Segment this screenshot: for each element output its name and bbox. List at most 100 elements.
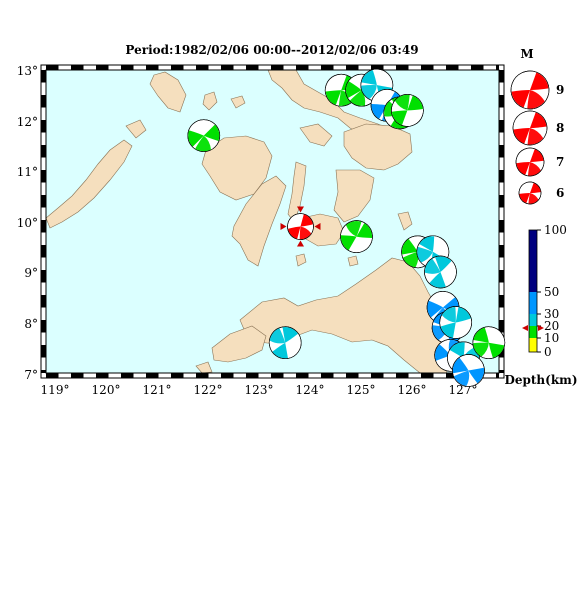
frame-segment — [41, 345, 46, 358]
frame-segment — [171, 65, 184, 70]
frame-segment — [446, 65, 459, 70]
legend-beachball — [510, 70, 550, 110]
frame-segment — [41, 295, 46, 308]
frame-segment — [96, 65, 109, 70]
frame-segment — [371, 373, 384, 378]
frame-segment — [196, 373, 209, 378]
event-beachball — [439, 306, 473, 339]
frame-segment — [499, 195, 504, 208]
legend-label-7: 7 — [556, 155, 564, 169]
frame-segment — [41, 220, 46, 233]
epicenter-marker — [314, 223, 321, 231]
depth-label-50: 50 — [544, 285, 559, 299]
frame-segment — [346, 373, 359, 378]
depth-label-30: 30 — [544, 307, 559, 321]
land-zamboanga — [211, 325, 267, 363]
frame-segment — [71, 373, 84, 378]
frame-segment — [499, 95, 504, 108]
frame-segment — [46, 65, 59, 70]
frame-segment — [446, 373, 459, 378]
legend-beachball-8 — [512, 110, 548, 146]
frame-segment — [246, 65, 259, 70]
lon-label: 122° — [194, 383, 223, 397]
land-small-north — [230, 95, 246, 109]
frame-segment — [499, 120, 504, 133]
land-palawan — [46, 139, 133, 229]
event-beachball — [424, 255, 457, 289]
frame-segment — [421, 65, 434, 70]
map-frame — [40, 64, 505, 379]
land-camiguin — [347, 255, 359, 267]
depth-label-0: 0 — [544, 345, 552, 359]
frame-segment — [171, 373, 184, 378]
frame-segment — [271, 65, 284, 70]
frame-segment — [499, 270, 504, 283]
frame-segment — [46, 373, 59, 378]
lon-label: 125° — [347, 383, 376, 397]
lat-label: 9° — [24, 266, 38, 280]
frame-segment — [421, 373, 434, 378]
frame-segment — [496, 65, 499, 70]
frame-segment — [499, 220, 504, 233]
frame-segment — [196, 65, 209, 70]
frame-segment — [221, 65, 234, 70]
lon-label: 121° — [143, 383, 172, 397]
depth-scale-border — [528, 229, 538, 353]
frame-segment — [396, 65, 409, 70]
frame-segment — [146, 373, 159, 378]
event-beachball — [187, 119, 221, 152]
land-negros — [231, 175, 287, 267]
frame-segment — [246, 373, 259, 378]
land-marinduque — [202, 91, 218, 111]
frame-segment — [346, 65, 359, 70]
event-beachball — [472, 326, 506, 360]
frame-segment — [41, 145, 46, 158]
lon-label: 120° — [92, 383, 121, 397]
epicenter-marker — [296, 206, 304, 213]
longitude-labels: 119° 120° 121° 122° 123° 124° 125° 126° … — [41, 383, 478, 397]
event-beachball — [268, 326, 302, 360]
frame-segment — [71, 65, 84, 70]
main-event-beachball — [287, 213, 314, 240]
event-beachball — [391, 94, 424, 127]
frame-segment — [499, 245, 504, 258]
land-calamian — [125, 119, 147, 139]
frame-segment — [41, 370, 46, 373]
lon-label: 123° — [245, 383, 274, 397]
land-mindoro — [149, 71, 187, 113]
event-layer — [187, 68, 506, 387]
frame-segment — [221, 373, 234, 378]
land-samar — [343, 123, 413, 171]
frame-segment — [321, 65, 334, 70]
land-panay — [201, 135, 273, 201]
land-siquijor — [295, 253, 307, 267]
land-layer — [46, 70, 453, 373]
frame-segment — [396, 373, 409, 378]
depth-scale: 100 50 30 20 10 0 Depth(km) — [504, 223, 577, 387]
depth-marker-left — [522, 325, 528, 331]
frame-segment — [41, 170, 46, 183]
depth-label-10: 10 — [544, 331, 559, 345]
land-leyte — [333, 169, 375, 223]
legend-beachball-6 — [518, 181, 542, 205]
frame-segment — [41, 70, 46, 83]
land-basilan — [195, 361, 213, 373]
land-masbate — [299, 123, 333, 147]
lat-label: 7° — [24, 368, 38, 382]
frame-segment — [499, 70, 504, 83]
legend-beachball — [518, 181, 542, 205]
frame-segment — [96, 373, 109, 378]
frame-segment — [499, 370, 504, 373]
frame-segment — [41, 245, 46, 258]
frame-segment — [41, 270, 46, 283]
event-beachball — [340, 220, 373, 253]
frame-segment — [499, 170, 504, 183]
depth-band-100 — [529, 230, 537, 292]
frame-segment — [371, 65, 384, 70]
frame-segment — [146, 65, 159, 70]
map-title: Period:1982/02/06 00:00--2012/02/06 03:4… — [125, 43, 418, 57]
frame-segment — [321, 373, 334, 378]
depth-label-20: 20 — [544, 319, 559, 333]
depth-marker-right — [538, 325, 544, 331]
